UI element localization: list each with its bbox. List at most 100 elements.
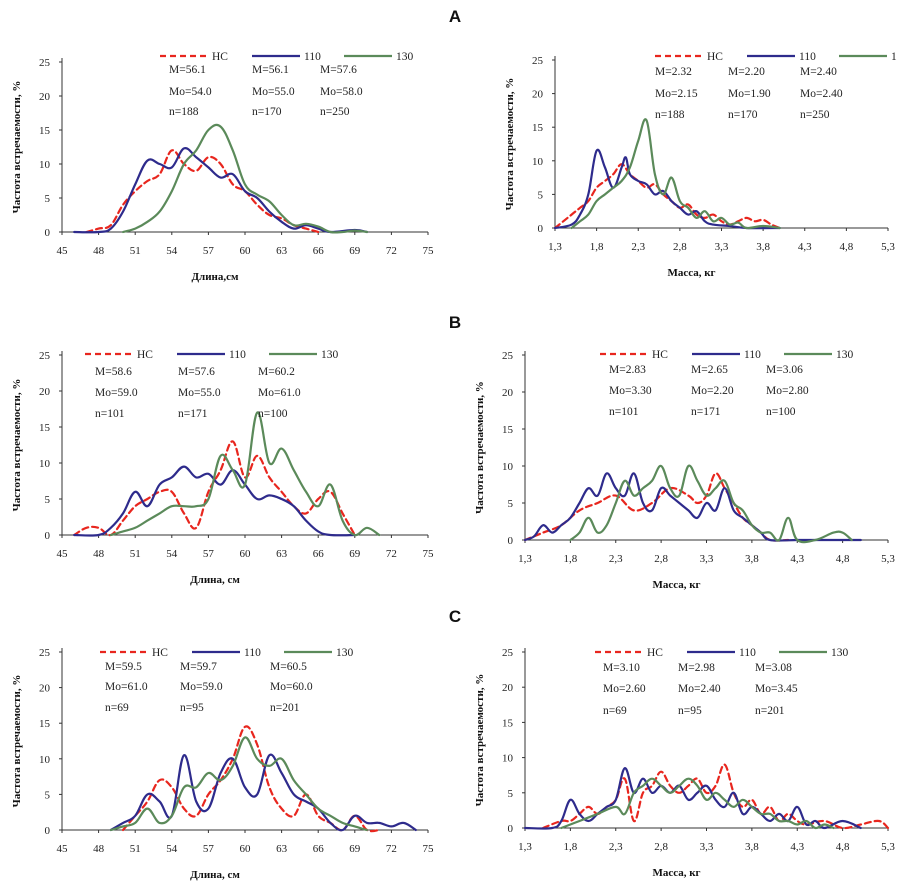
stat-value: Mo=59.0 [180,681,223,693]
x-tick-label: 51 [130,245,141,257]
x-axis-title: Длина,см [191,271,239,283]
stat-value: n=95 [678,705,702,717]
y-tick-label: 20 [39,386,51,398]
chart-4: 0 5 10 15 20 25 1,3 1,8 2,3 2,8 3,3 3,8 4,3 4,8 5,3 Мас… [474,349,895,591]
y-tick-label: 15 [502,717,514,729]
x-tick-label: 4,8 [836,841,850,853]
x-tick-label: 60 [240,548,252,560]
stat-value: M=56.1 [169,64,206,76]
chart-5: 0 5 10 15 20 25 45 48 51 54 57 60 63 66 69 72 75 Длина, с… [11,647,434,881]
x-tick-label: 3,8 [745,841,759,853]
legend-label: НС [647,647,663,659]
stats-block: M=3.10 Mo=2.60 n=69 M=2.98 Mo=2.40 n=95 M=3.08… [603,662,798,717]
stats-block: M=2.32 Mo=2.15 n=188 M=2.20 Mo=1.90 n=170 M=2.… [655,66,843,121]
y-tick-label: 10 [532,156,544,168]
y-tick-label: 0 [45,825,51,837]
stats-block: M=2.83 Mo=3.30 n=101 M=2.65 Mo=2.20 n=171 M=3.… [609,364,809,418]
x-tick-label: 45 [57,843,69,855]
legend-label: НС [652,349,668,361]
stat-value: M=3.08 [755,662,792,674]
series-line-hc [85,149,320,234]
x-axis-title: Длина, см [190,869,240,881]
x-tick-label: 2,3 [609,841,623,853]
stat-value: M=2.40 [800,66,837,78]
y-tick-label: 5 [508,498,514,510]
stat-value: M=2.98 [678,662,715,674]
legend: НС 110 130 [100,647,354,659]
y-tick-label: 20 [502,387,514,399]
x-tick-label: 63 [276,245,288,257]
x-tick-label: 2,3 [609,553,623,565]
legend-label: 110 [739,647,756,659]
stat-value: M=2.65 [691,364,728,376]
series-line-130 [560,777,835,830]
stat-value: M=60.2 [258,366,295,378]
y-tick-label: 0 [45,227,51,239]
x-tick-label: 72 [386,548,397,560]
series-line-110 [109,753,417,832]
stat-value: n=101 [609,406,639,418]
legend-label: НС [212,51,228,63]
y-tick-label: 10 [39,754,51,766]
x-tick-label: 1,8 [564,553,578,565]
stat-value: M=59.5 [105,661,142,673]
x-tick-label: 3,3 [700,553,714,565]
x-tick-label: 4,3 [790,841,804,853]
stats-block: M=59.5 Mo=61.0 n=69 M=59.7 Mo=59.0 n=95 M=60.5… [105,661,313,714]
stat-value: Mo=2.80 [766,385,809,397]
legend-label: 110 [244,647,261,659]
stat-value: M=56.1 [252,64,289,76]
stat-value: n=188 [169,106,199,118]
y-tick-label: 0 [538,223,544,235]
stat-value: M=3.10 [603,662,640,674]
legend-label: 110 [229,349,246,361]
y-tick-label: 20 [39,683,51,695]
stat-value: n=170 [728,109,758,121]
stat-value: n=250 [320,106,350,118]
x-tick-label: 75 [423,843,435,855]
stat-value: Mo=2.20 [691,385,734,397]
legend: НС 110 130 [85,349,339,361]
stats-block: M=58.6 Mo=59.0 n=101 M=57.6 Mo=55.0 n=171 M=60… [95,366,301,420]
legend-label: НС [707,51,723,63]
x-tick-label: 3,8 [756,241,770,253]
x-tick-label: 54 [166,843,178,855]
stat-value: n=201 [270,702,300,714]
legend-label: 130 [831,647,849,659]
legend: НС 110 130 [655,51,897,63]
legend-label: 130 [891,51,897,63]
x-tick-label: 75 [423,245,435,257]
stat-value: n=69 [603,705,627,717]
legend-label: 130 [336,647,354,659]
series-line-130 [121,123,369,234]
x-tick-label: 54 [166,245,178,257]
x-tick-label: 5,3 [881,241,895,253]
stat-value: M=3.06 [766,364,803,376]
x-tick-label: 75 [423,548,435,560]
stat-value: n=69 [105,702,129,714]
y-tick-label: 25 [532,55,544,67]
x-tick-label: 48 [93,548,105,560]
stat-value: n=188 [655,109,685,121]
legend-label: НС [152,647,168,659]
stat-value: Mo=60.0 [270,681,313,693]
legend-label: 110 [799,51,816,63]
stat-value: M=57.6 [320,64,357,76]
stat-value: Mo=59.0 [95,387,138,399]
stat-value: Mo=2.15 [655,88,698,100]
x-axis-title: Длина, см [190,574,240,586]
y-tick-label: 0 [45,530,51,542]
x-tick-label: 3,3 [715,241,729,253]
stat-value: M=58.6 [95,366,132,378]
x-tick-label: 3,3 [700,841,714,853]
y-axis-title: Частота встречаемости, % [11,379,23,512]
stat-value: M=2.32 [655,66,692,78]
x-tick-label: 5,3 [881,841,895,853]
y-tick-label: 25 [39,57,51,69]
legend: НС 110 130 [600,349,854,361]
chart-1: 0 5 10 15 20 25 45 48 51 54 57 60 63 66 69 72 75 Длина,см… [11,51,434,283]
x-tick-label: 45 [57,245,69,257]
stat-value: M=57.6 [178,366,215,378]
x-tick-label: 4,8 [836,553,850,565]
stat-value: n=101 [95,408,125,420]
